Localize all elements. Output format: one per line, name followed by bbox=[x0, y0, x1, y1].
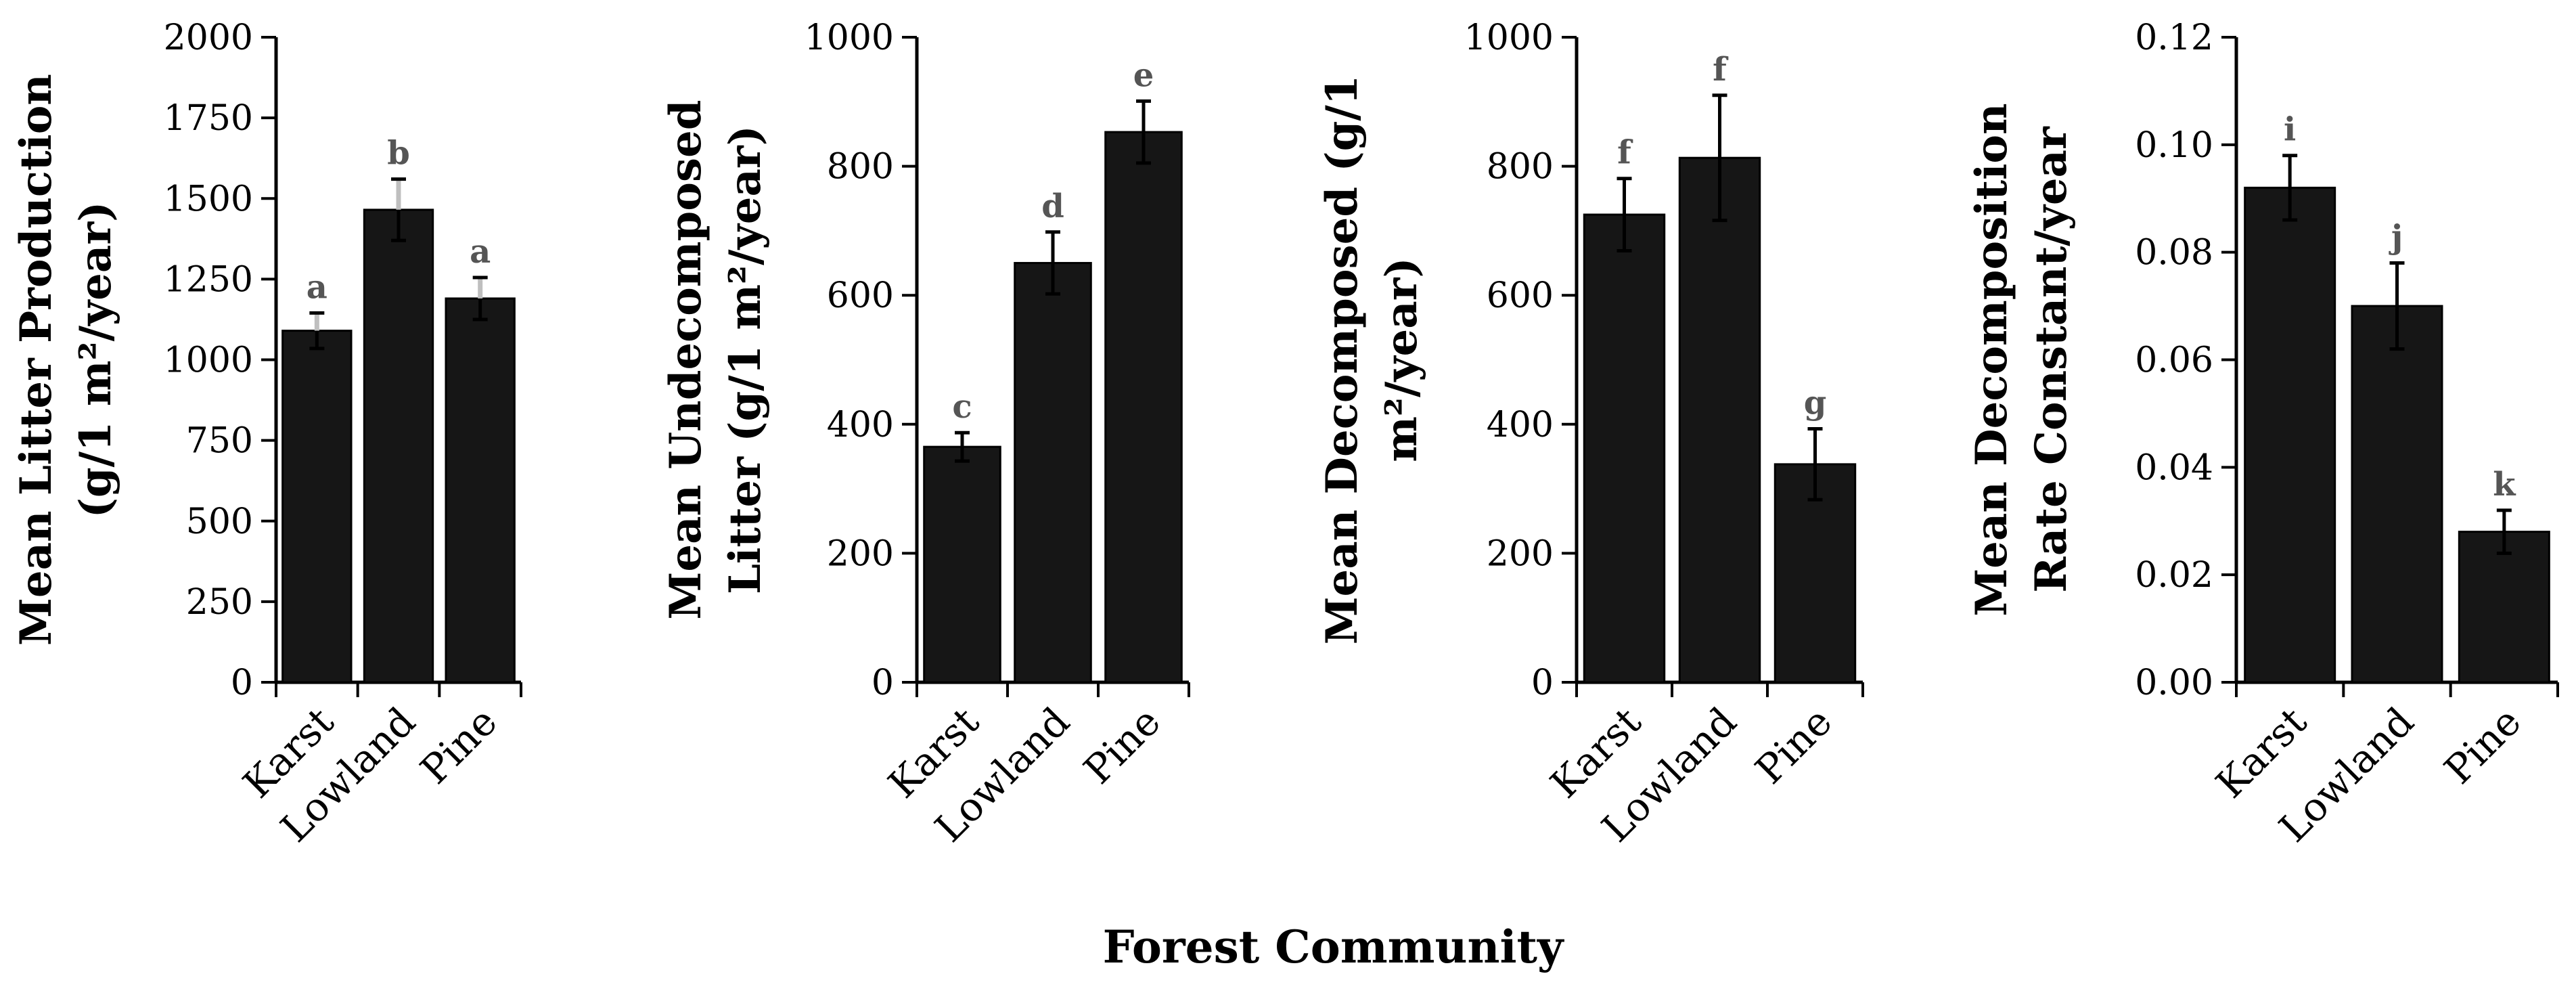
significance-letter: g bbox=[1804, 384, 1827, 422]
bar-lowland bbox=[1678, 156, 1761, 684]
y-axis-label: Rate Constant/year bbox=[2026, 126, 2077, 593]
y-tick-label: 0.12 bbox=[2135, 18, 2213, 58]
category-label: Pine bbox=[411, 699, 505, 793]
y-tick-label: 0 bbox=[1531, 663, 1554, 703]
chart-panels: 025050075010001250150017502000aKarstbLow… bbox=[11, 18, 2559, 851]
y-tick-label: 1250 bbox=[164, 259, 253, 300]
significance-letter: a bbox=[307, 268, 327, 306]
y-tick-label: 200 bbox=[827, 533, 894, 574]
y-tick-label: 2000 bbox=[164, 18, 253, 58]
y-tick-label: 0 bbox=[231, 663, 253, 703]
chart-panel-3: 02004006008001000fKarstfLowlandgPineMean… bbox=[1317, 18, 1864, 851]
bar-pine bbox=[2458, 531, 2550, 684]
y-tick-label: 0.02 bbox=[2135, 555, 2213, 596]
y-tick-label: 0 bbox=[872, 663, 894, 703]
category-label: Pine bbox=[2435, 699, 2529, 793]
bar-pine bbox=[1104, 131, 1183, 684]
significance-letter: j bbox=[2389, 219, 2403, 257]
chart-panel-4: 0.000.020.040.060.080.100.12iKarstjLowla… bbox=[1966, 18, 2559, 851]
y-tick-label: 400 bbox=[827, 405, 894, 445]
bar-karst bbox=[923, 445, 1001, 684]
significance-letter: f bbox=[1617, 134, 1633, 172]
y-tick-label: 1000 bbox=[1464, 18, 1554, 58]
y-tick-label: 0.00 bbox=[2135, 663, 2213, 703]
bar-lowland bbox=[363, 208, 434, 684]
bar-karst bbox=[1583, 213, 1666, 684]
significance-letter: d bbox=[1041, 187, 1064, 225]
y-axis-label: Mean Decomposed (g/1 bbox=[1317, 75, 1368, 645]
chart-panel-2: 02004006008001000cKarstdLowlandePineMean… bbox=[660, 18, 1190, 851]
y-axis-label: Litter (g/1 m²/year) bbox=[720, 125, 771, 594]
y-tick-label: 200 bbox=[1487, 533, 1554, 574]
y-tick-label: 1500 bbox=[164, 179, 253, 219]
category-label: Pine bbox=[1746, 699, 1840, 793]
y-tick-label: 1000 bbox=[164, 340, 253, 381]
x-axis-title: Forest Community bbox=[1103, 921, 1564, 973]
bar-karst bbox=[281, 330, 353, 684]
y-tick-label: 0.04 bbox=[2135, 447, 2213, 488]
y-tick-label: 800 bbox=[1487, 147, 1554, 187]
bar-pine bbox=[445, 297, 516, 684]
y-tick-label: 0.10 bbox=[2135, 125, 2213, 166]
significance-letter: i bbox=[2284, 111, 2296, 149]
y-tick-label: 1750 bbox=[164, 98, 253, 139]
significance-letter: k bbox=[2493, 466, 2516, 504]
y-axis-label: (g/1 m²/year) bbox=[70, 202, 121, 518]
y-tick-label: 250 bbox=[186, 582, 253, 623]
y-tick-label: 500 bbox=[186, 502, 253, 542]
y-tick-label: 400 bbox=[1487, 405, 1554, 445]
bar-lowland bbox=[1014, 262, 1092, 684]
bar-karst bbox=[2244, 186, 2336, 684]
significance-letter: e bbox=[1133, 56, 1154, 94]
significance-letter: f bbox=[1713, 51, 1729, 89]
chart-panel-1: 025050075010001250150017502000aKarstbLow… bbox=[11, 18, 522, 851]
y-tick-label: 600 bbox=[1487, 275, 1554, 316]
y-axis-label: m²/year) bbox=[1376, 257, 1427, 462]
y-axis-label: Mean Undecomposed bbox=[660, 100, 711, 620]
significance-letter: b bbox=[387, 135, 410, 173]
y-tick-label: 1000 bbox=[805, 18, 894, 58]
y-tick-label: 750 bbox=[186, 421, 253, 462]
y-tick-label: 0.08 bbox=[2135, 233, 2213, 273]
significance-letter: c bbox=[952, 388, 972, 426]
y-axis-label: Mean Litter Production bbox=[11, 74, 62, 646]
y-tick-label: 800 bbox=[827, 147, 894, 187]
y-axis-label: Mean Decomposition bbox=[1966, 103, 2017, 616]
significance-letter: a bbox=[470, 233, 491, 271]
category-label: Pine bbox=[1075, 699, 1169, 793]
y-tick-label: 600 bbox=[827, 275, 894, 316]
bar-lowland bbox=[2351, 305, 2443, 684]
y-tick-label: 0.06 bbox=[2135, 340, 2213, 381]
